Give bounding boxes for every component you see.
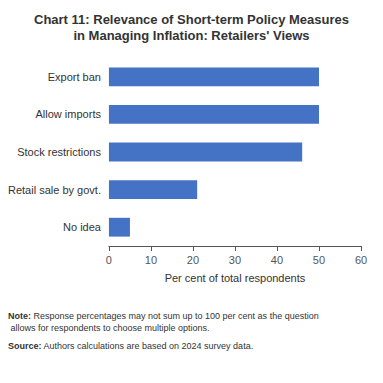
svg-text:50: 50 — [313, 254, 325, 266]
svg-text:Retail sale by govt.: Retail sale by govt. — [8, 184, 101, 196]
svg-text:0: 0 — [106, 254, 112, 266]
svg-text:Note:: Note: — [8, 311, 31, 321]
svg-text:Per cent of total respondents: Per cent of total respondents — [165, 272, 306, 284]
svg-text:allows for respondents to choo: allows for respondents to choose multipl… — [8, 323, 210, 333]
svg-text:10: 10 — [145, 254, 157, 266]
svg-text:60: 60 — [355, 254, 367, 266]
svg-text:Stock restrictions: Stock restrictions — [17, 146, 101, 158]
svg-text:20: 20 — [187, 254, 199, 266]
svg-text:Chart 11: Relevance of Short-t: Chart 11: Relevance of Short-term Policy… — [34, 12, 349, 27]
svg-text:Allow imports: Allow imports — [36, 108, 102, 120]
svg-text:Response percentages may not s: Response percentages may not sum up to 1… — [31, 311, 319, 321]
svg-text:in Managing Inflation: Retaile: in Managing Inflation: Retailers' Views — [73, 28, 309, 43]
svg-text:Authors calculations are based: Authors calculations are based on 2024 s… — [42, 341, 254, 351]
svg-text:Source:: Source: — [8, 341, 42, 351]
svg-text:40: 40 — [271, 254, 283, 266]
svg-text:No idea: No idea — [63, 221, 102, 233]
svg-text:Export ban: Export ban — [48, 71, 101, 83]
svg-text:30: 30 — [229, 254, 241, 266]
